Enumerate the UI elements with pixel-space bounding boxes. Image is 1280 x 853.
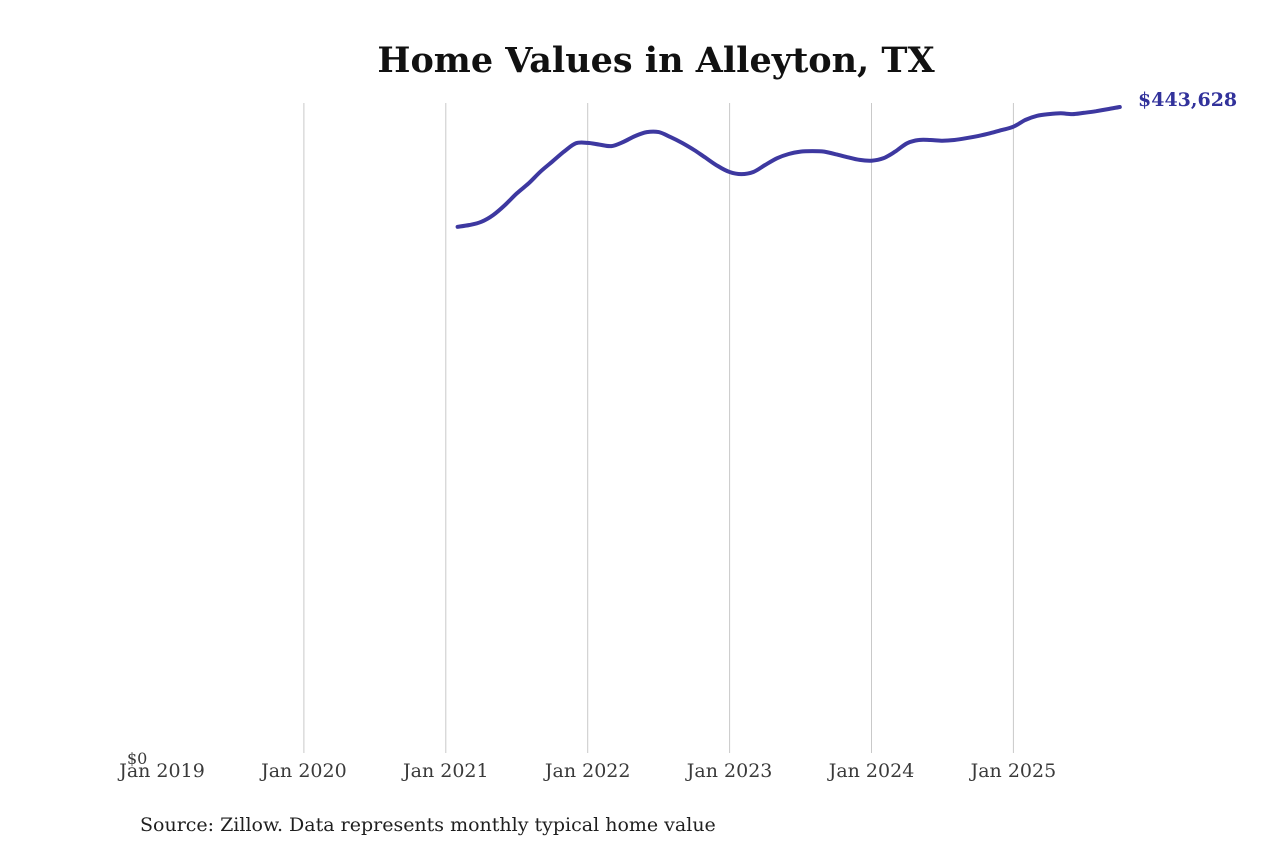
year-gridlines (303, 103, 1014, 753)
x-axis-label: Jan 2025 (970, 760, 1057, 782)
x-axis-label: Jan 2020 (261, 760, 347, 782)
current-value-label: $443,628 (1138, 89, 1238, 111)
x-axis-label: Jan 2021 (403, 760, 489, 782)
x-axis-label: Jan 2024 (828, 760, 915, 782)
chart-title: Home Values in Alleyton, TX (377, 40, 935, 81)
x-axis-label: Jan 2022 (544, 760, 631, 782)
source-note: Source: Zillow. Data represents monthly … (140, 814, 716, 836)
x-axis-label: Jan 2023 (686, 760, 773, 782)
home-value-line (455, 105, 1122, 229)
x-axis-label: Jan 2019 (119, 760, 205, 782)
y-axis-zero-label: $0 (127, 749, 148, 768)
